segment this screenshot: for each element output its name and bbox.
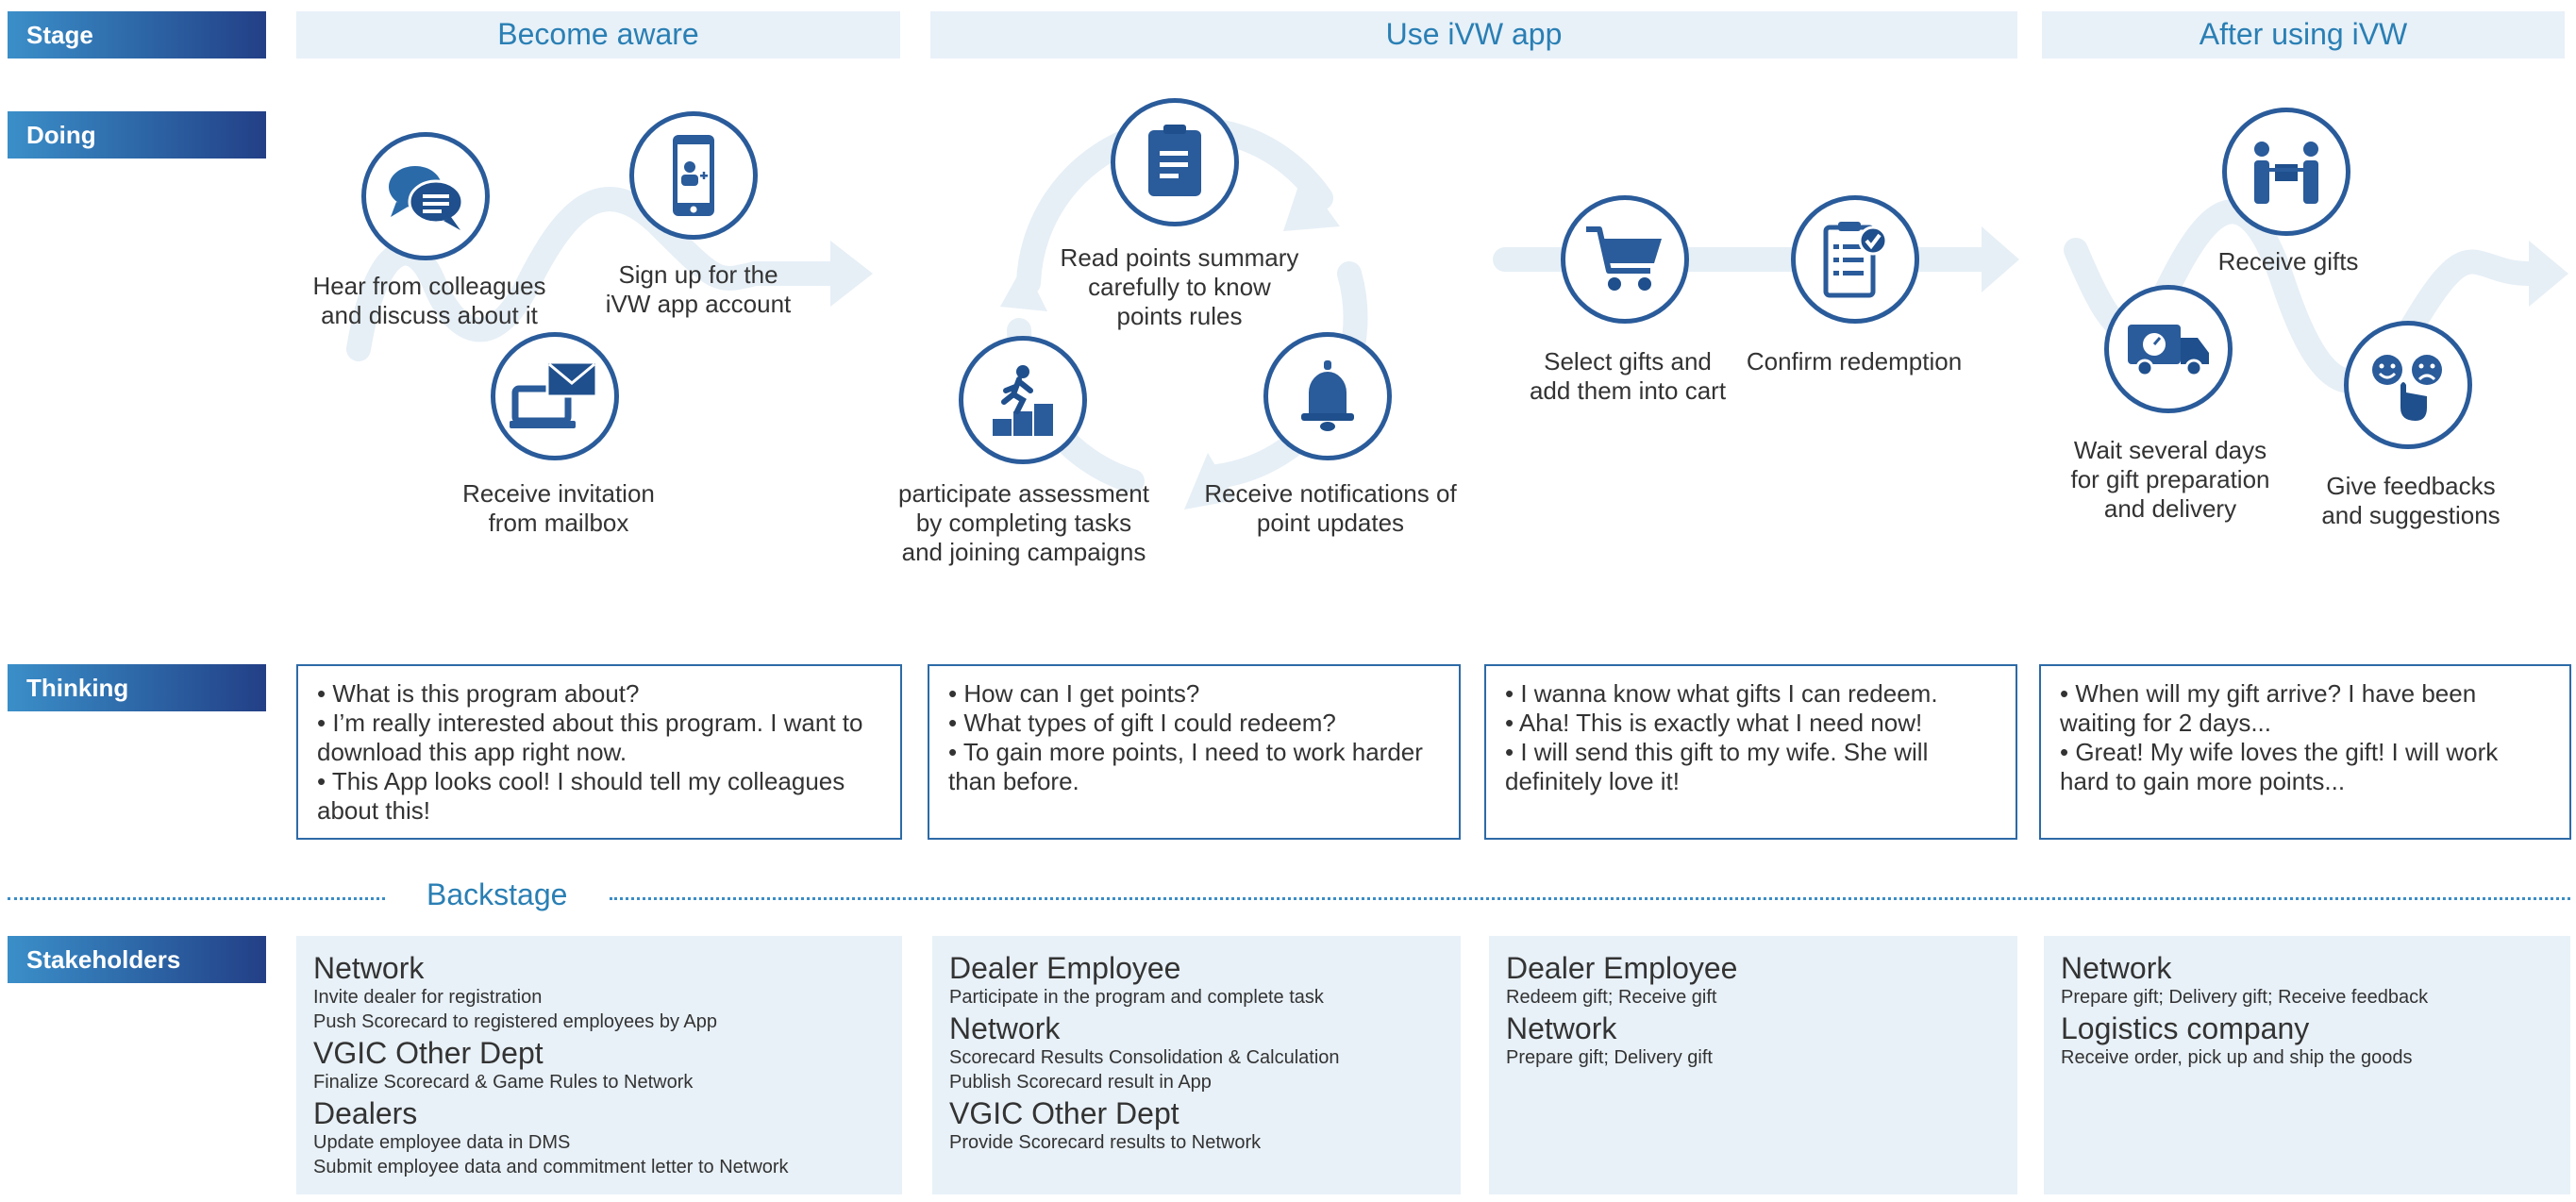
delivery-truck-icon bbox=[2104, 285, 2233, 413]
stakeholder-name: Network bbox=[949, 1011, 1061, 1045]
stakeholder-detail: Submit employee data and commitment lett… bbox=[313, 1157, 789, 1177]
stakeholder-name: Logistics company bbox=[2061, 1011, 2310, 1045]
stakeholder-detail: Redeem gift; Receive gift bbox=[1506, 987, 1717, 1008]
runner-steps-icon bbox=[959, 336, 1087, 464]
thought-item: • What types of gift I could redeem? bbox=[948, 709, 1336, 737]
thinking-box-use-app-points: • How can I get points? • What types of … bbox=[928, 664, 1461, 840]
caption-confirm-redemption: Confirm redemption bbox=[1746, 347, 1963, 376]
caption-sign-up: Sign up for the iVW app account bbox=[605, 260, 792, 318]
thought-item: • I wanna know what gifts I can redeem. bbox=[1505, 679, 1938, 708]
stakeholders-label: Stakeholders bbox=[8, 936, 266, 983]
stakeholder-name: Network bbox=[1506, 1011, 1617, 1045]
stakeholder-name: VGIC Other Dept bbox=[313, 1036, 544, 1070]
stakeholder-detail: Prepare gift; Delivery gift bbox=[1506, 1047, 1713, 1068]
backstage-divider-right bbox=[610, 897, 2570, 900]
caption-receive-gifts: Receive gifts bbox=[2217, 247, 2359, 275]
caption-give-feedbacks: Give feedbacks and suggestions bbox=[2321, 472, 2501, 529]
gift-handover-icon bbox=[2222, 108, 2350, 236]
thinking-label: Thinking bbox=[8, 664, 266, 711]
stakeholder-name: Network bbox=[2061, 951, 2172, 985]
thought-item: • Great! My wife loves the gift! I will … bbox=[2060, 738, 2499, 795]
laptop-envelope-icon bbox=[491, 332, 619, 460]
stakeholder-detail: Provide Scorecard results to Network bbox=[949, 1132, 1262, 1153]
doing-label: Doing bbox=[8, 111, 266, 159]
stakeholder-detail: Push Scorecard to registered employees b… bbox=[313, 1011, 718, 1032]
stage-after-using-ivw: After using iVW bbox=[2042, 11, 2565, 58]
thought-item: • When will my gift arrive? I have been … bbox=[2060, 679, 2477, 737]
clipboard-check-icon bbox=[1791, 195, 1919, 324]
stakeholder-name: Network bbox=[313, 951, 425, 985]
backstage-divider-left bbox=[8, 897, 385, 900]
stage-label: Stage bbox=[8, 11, 266, 58]
caption-participate-assessment: participate assessment by completing tas… bbox=[898, 479, 1149, 566]
caption-receive-invitation: Receive invitation from mailbox bbox=[462, 479, 655, 537]
stakeholder-name: Dealer Employee bbox=[1506, 951, 1738, 985]
thinking-box-use-app-gifts: • I wanna know what gifts I can redeem. … bbox=[1484, 664, 2017, 840]
stakeholder-name: Dealers bbox=[313, 1096, 418, 1130]
thought-item: • To gain more points, I need to work ha… bbox=[948, 738, 1423, 795]
stakeholder-detail: Invite dealer for registration bbox=[313, 987, 543, 1008]
thinking-box-become-aware: • What is this program about? • I’m real… bbox=[296, 664, 902, 840]
stakeholders-panel-use-app-1: Dealer Employee Participate in the progr… bbox=[932, 936, 1461, 1194]
caption-hear-from-colleagues: Hear from colleagues and discuss about i… bbox=[312, 272, 546, 329]
stakeholders-panel-become-aware: Network Invite dealer for registration P… bbox=[296, 936, 902, 1194]
thought-item: • What is this program about? bbox=[317, 679, 640, 708]
caption-receive-notifications: Receive notifications of point updates bbox=[1204, 479, 1457, 537]
thought-item: • How can I get points? bbox=[948, 679, 1200, 708]
thought-item: • I will send this gift to my wife. She … bbox=[1505, 738, 1929, 795]
stakeholder-detail: Receive order, pick up and ship the good… bbox=[2061, 1047, 2413, 1068]
stakeholder-name: VGIC Other Dept bbox=[949, 1096, 1179, 1130]
stakeholder-detail: Update employee data in DMS bbox=[313, 1132, 571, 1153]
thinking-box-after-using: • When will my gift arrive? I have been … bbox=[2039, 664, 2571, 840]
shopping-cart-icon bbox=[1561, 195, 1689, 324]
stage-use-ivw-app: Use iVW app bbox=[930, 11, 2017, 58]
stakeholders-panel-use-app-2: Dealer Employee Redeem gift; Receive gif… bbox=[1489, 936, 2017, 1194]
feedback-faces-icon bbox=[2344, 321, 2472, 449]
bell-icon bbox=[1263, 332, 1392, 460]
stage-become-aware: Become aware bbox=[296, 11, 900, 58]
stakeholder-detail: Publish Scorecard result in App bbox=[949, 1072, 1212, 1093]
thought-item: • I’m really interested about this progr… bbox=[317, 709, 863, 766]
stakeholder-detail: Finalize Scorecard & Game Rules to Netwo… bbox=[313, 1072, 694, 1093]
stakeholders-panel-after-using: Network Prepare gift; Delivery gift; Rec… bbox=[2044, 936, 2570, 1194]
backstage-title: Backstage bbox=[427, 877, 568, 911]
caption-wait-several-days: Wait several days for gift preparation a… bbox=[2070, 436, 2270, 523]
caption-read-points-summary: Read points summary carefully to know po… bbox=[1060, 243, 1299, 330]
stakeholder-detail: Participate in the program and complete … bbox=[949, 987, 1324, 1008]
thought-item: • This App looks cool! I should tell my … bbox=[317, 767, 845, 825]
smartphone-add-user-icon bbox=[629, 111, 758, 240]
stakeholder-name: Dealer Employee bbox=[949, 951, 1181, 985]
thought-item: • Aha! This is exactly what I need now! bbox=[1505, 709, 1923, 737]
chat-bubbles-icon bbox=[361, 132, 490, 260]
stakeholder-detail: Prepare gift; Delivery gift; Receive fee… bbox=[2061, 987, 2429, 1008]
document-icon bbox=[1111, 98, 1239, 226]
stakeholder-detail: Scorecard Results Consolidation & Calcul… bbox=[949, 1047, 1340, 1068]
caption-select-gifts: Select gifts and add them into cart bbox=[1529, 347, 1727, 405]
